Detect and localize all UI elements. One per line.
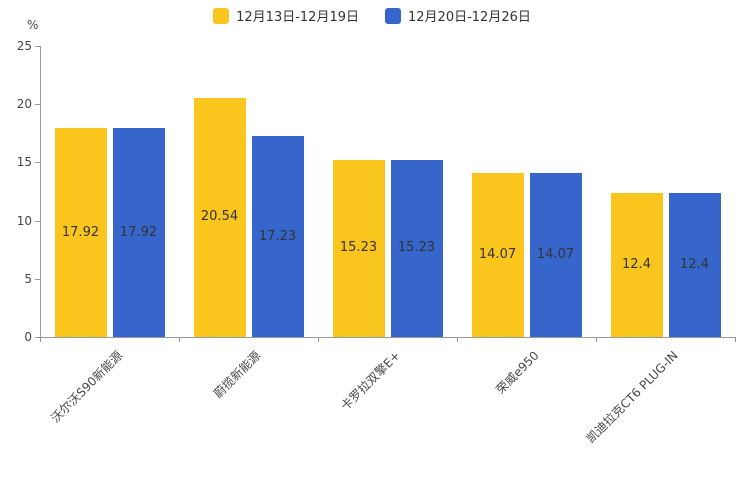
legend-label: 12月13日-12月19日 [236, 10, 359, 25]
bar [332, 159, 385, 337]
x-axis-tick [318, 337, 319, 342]
x-category-label: 蔚揽新能源 [211, 348, 264, 401]
legend-label: 12月20日-12月26日 [408, 10, 531, 25]
bar [112, 128, 165, 337]
bar-value-label: 14.07 [478, 247, 517, 263]
legend-swatch-icon [385, 7, 401, 24]
x-axis-tick [179, 337, 180, 342]
y-axis-tick-label: 25 [16, 39, 32, 53]
x-category-label: 卡罗拉双擎E+ [338, 348, 403, 414]
y-axis-tick [35, 46, 40, 47]
y-axis-tick-label: 20 [16, 97, 32, 112]
y-axis-tick [35, 162, 40, 164]
x-axis-tick [596, 337, 597, 342]
y-axis-tick [35, 220, 40, 222]
legend-item[interactable]: 12月20日-12月26日 [385, 6, 531, 25]
x-axis-line [40, 337, 736, 338]
bar [529, 173, 582, 337]
x-axis-tick [40, 337, 41, 342]
y-axis-tick-label: 15 [16, 155, 32, 170]
bar-value-label: 14.07 [536, 247, 575, 263]
y-axis-tick [35, 104, 40, 106]
y-axis-unit-label: % [27, 18, 39, 32]
y-axis-tick-label: 0 [24, 330, 32, 344]
bar [251, 136, 304, 337]
y-axis-tick [35, 337, 40, 338]
y-axis-line [40, 46, 41, 337]
y-axis-tick [35, 278, 40, 280]
y-axis-tick-label: 10 [16, 213, 32, 228]
bar [54, 128, 107, 337]
bar-value-label: 15.23 [397, 240, 436, 256]
bar-value-label: 12.4 [680, 256, 709, 272]
bar [668, 192, 721, 337]
bar-value-label: 15.23 [339, 240, 378, 256]
x-category-label: 荣威e950 [493, 348, 542, 397]
bar-value-label: 12.4 [622, 256, 651, 272]
legend: 12月13日-12月19日 12月20日-12月26日 [0, 6, 744, 25]
bar-value-label: 20.54 [200, 209, 239, 225]
legend-item[interactable]: 12月13日-12月19日 [213, 6, 359, 25]
bar-value-label: 17.23 [258, 228, 297, 244]
bar [390, 159, 443, 337]
bar [610, 192, 663, 337]
x-category-label: 沃尔沃S90新能源 [47, 348, 125, 426]
legend-swatch-icon [213, 7, 230, 24]
y-axis-tick-label: 5 [24, 271, 32, 286]
x-axis-tick [457, 337, 458, 342]
bar-value-label: 17.92 [61, 224, 100, 240]
bar-value-label: 17.92 [119, 224, 158, 240]
bar [471, 173, 524, 337]
x-axis-tick [735, 337, 736, 342]
x-category-label: 凯迪拉克CT6 PLUG-IN [583, 348, 681, 446]
bar [193, 97, 246, 337]
